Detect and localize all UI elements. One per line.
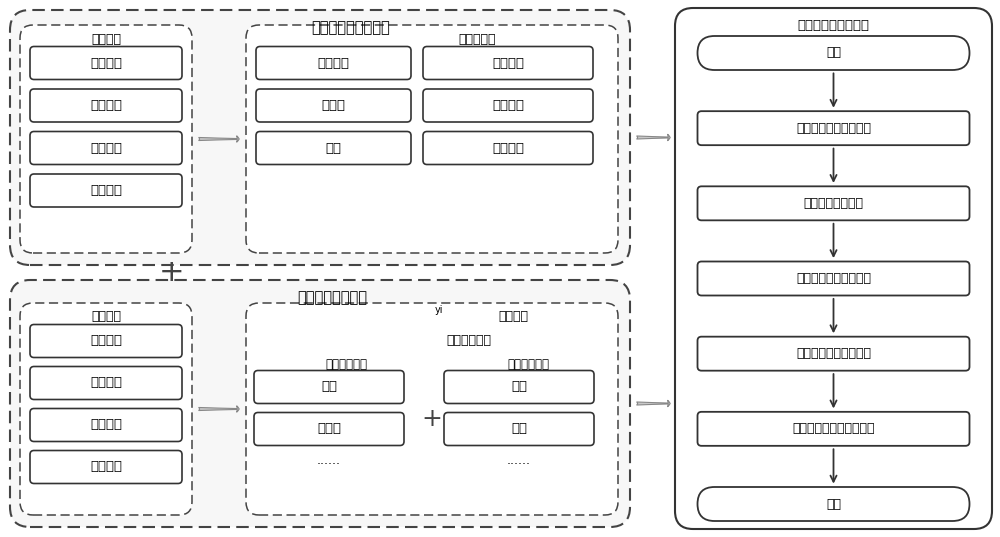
FancyBboxPatch shape — [698, 186, 970, 220]
FancyBboxPatch shape — [20, 25, 192, 253]
Text: ......: ...... — [507, 454, 531, 468]
Text: 计算各指标及整体得分: 计算各指标及整体得分 — [796, 347, 871, 360]
FancyBboxPatch shape — [444, 371, 594, 403]
FancyBboxPatch shape — [698, 36, 970, 70]
Text: 光伏电源: 光伏电源 — [90, 99, 122, 112]
Text: 新能源云平台检测: 新能源云平台检测 — [297, 291, 367, 306]
FancyBboxPatch shape — [20, 303, 192, 515]
FancyBboxPatch shape — [10, 280, 630, 527]
FancyBboxPatch shape — [444, 412, 594, 446]
FancyBboxPatch shape — [10, 10, 630, 265]
FancyBboxPatch shape — [698, 412, 970, 446]
Text: 检测内容: 检测内容 — [91, 310, 121, 323]
FancyBboxPatch shape — [698, 487, 970, 521]
FancyBboxPatch shape — [256, 47, 411, 79]
FancyBboxPatch shape — [30, 366, 182, 400]
Text: 标准检测: 标准检测 — [90, 376, 122, 389]
Text: 被测模型库: 被测模型库 — [458, 33, 495, 46]
Text: +: + — [422, 407, 442, 431]
FancyBboxPatch shape — [30, 89, 182, 122]
Text: 新能源变电站云平台: 新能源变电站云平台 — [312, 20, 390, 35]
Text: 差异检测: 差异检测 — [90, 335, 122, 347]
Text: 模型标准化检测流程: 模型标准化检测流程 — [798, 19, 870, 33]
Text: 得出综合评价结果和结论: 得出综合评价结果和结论 — [792, 422, 875, 436]
FancyBboxPatch shape — [256, 89, 411, 122]
Text: yi: yi — [435, 305, 444, 315]
Text: 二次设备模型: 二次设备模型 — [508, 359, 550, 372]
Text: 测控: 测控 — [511, 381, 527, 394]
FancyBboxPatch shape — [30, 174, 182, 207]
FancyBboxPatch shape — [423, 132, 593, 164]
Text: 结束: 结束 — [826, 497, 841, 511]
FancyBboxPatch shape — [256, 132, 411, 164]
FancyBboxPatch shape — [698, 262, 970, 295]
Text: 耦合模型检测: 耦合模型检测 — [447, 335, 492, 347]
Text: 保护装置: 保护装置 — [492, 56, 524, 69]
Text: 检测功能: 检测功能 — [499, 310, 529, 323]
Text: 刀闸: 刀闸 — [321, 381, 337, 394]
Text: 测控装置: 测控装置 — [492, 99, 524, 112]
Text: 光伏板: 光伏板 — [322, 99, 346, 112]
Text: 风力电源: 风力电源 — [90, 56, 122, 69]
Text: 确定关键评价指标权重: 确定关键评价指标权重 — [796, 272, 871, 285]
Text: ......: ...... — [317, 454, 341, 468]
Text: 分析指标计算方法: 分析指标计算方法 — [804, 197, 864, 210]
FancyBboxPatch shape — [30, 324, 182, 358]
Text: +: + — [158, 258, 184, 287]
FancyBboxPatch shape — [246, 25, 618, 253]
FancyBboxPatch shape — [675, 8, 992, 529]
FancyBboxPatch shape — [254, 412, 404, 446]
FancyBboxPatch shape — [698, 337, 970, 371]
Text: 解列装置: 解列装置 — [492, 142, 524, 155]
Text: 断路器: 断路器 — [317, 423, 341, 436]
Text: 被检设备: 被检设备 — [91, 33, 121, 46]
FancyBboxPatch shape — [423, 47, 593, 79]
Text: 模型服务: 模型服务 — [90, 461, 122, 474]
Text: 一次设备模型: 一次设备模型 — [325, 359, 367, 372]
FancyBboxPatch shape — [423, 89, 593, 122]
Text: 构建综合评价指标体系: 构建综合评价指标体系 — [796, 122, 871, 135]
FancyBboxPatch shape — [246, 303, 618, 515]
FancyBboxPatch shape — [30, 409, 182, 441]
FancyBboxPatch shape — [30, 47, 182, 79]
Text: 保护: 保护 — [511, 423, 527, 436]
Text: 风机叶片: 风机叶片 — [318, 56, 350, 69]
FancyBboxPatch shape — [698, 111, 970, 145]
FancyBboxPatch shape — [254, 371, 404, 403]
FancyBboxPatch shape — [30, 451, 182, 483]
Text: 蓄能电源: 蓄能电源 — [90, 184, 122, 197]
Text: 电池: 电池 — [326, 142, 342, 155]
Text: 储能电源: 储能电源 — [90, 142, 122, 155]
Text: 开始: 开始 — [826, 47, 841, 60]
Text: 模型训练: 模型训练 — [90, 418, 122, 432]
FancyBboxPatch shape — [30, 132, 182, 164]
